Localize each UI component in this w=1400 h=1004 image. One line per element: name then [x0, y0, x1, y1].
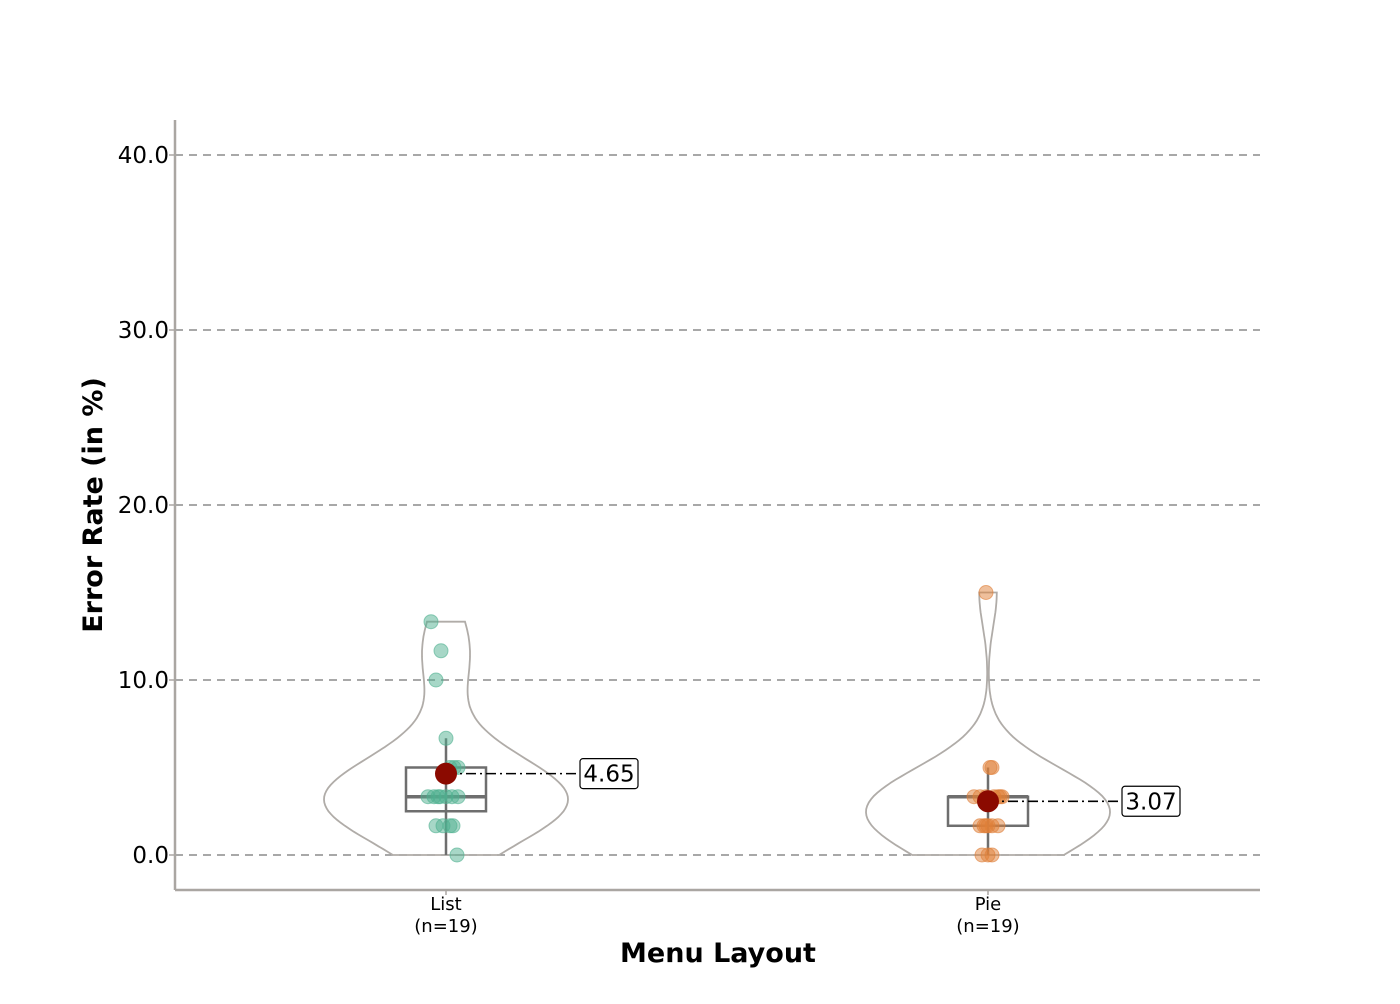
y-tick-label: 30.0 [118, 318, 169, 344]
group-pie: 3.07 [865, 585, 1181, 863]
grid-lines [175, 154, 1260, 856]
y-axis-title: Error Rate (in %) [78, 377, 109, 633]
data-point [445, 818, 461, 834]
y-tick-label: 0.0 [132, 843, 169, 869]
mean-label-text: 4.65 [583, 762, 634, 788]
x-axis-title: Menu Layout [620, 938, 816, 969]
group-list: 4.65 [323, 614, 639, 863]
data-point [980, 847, 996, 863]
mean-label-box [1121, 785, 1181, 817]
x-tick-label: Pie [975, 894, 1002, 915]
axes [173, 120, 1260, 892]
mean-label: 4.65 [579, 758, 639, 790]
violin-groups: 4.65 3.07 [323, 585, 1181, 863]
data-point [433, 643, 449, 659]
data-point [438, 730, 454, 746]
y-tick-labels: 0.0 10.0 20.0 30.0 40.0 [118, 143, 175, 869]
y-tick-label: 20.0 [118, 493, 169, 519]
x-tick-labels: List(n=19)Pie(n=19) [414, 890, 1020, 937]
x-tick-label: List [430, 894, 461, 915]
mean-label: 3.07 [1121, 785, 1181, 817]
data-point [428, 672, 444, 688]
mean-label-box [579, 758, 639, 790]
y-tick-label: 10.0 [118, 668, 169, 694]
data-point [423, 614, 439, 630]
x-tick-sublabel: (n=19) [956, 916, 1019, 937]
y-tick-label: 40.0 [118, 143, 169, 169]
data-point [430, 789, 446, 805]
data-point [449, 847, 465, 863]
data-point [978, 585, 994, 600]
x-tick-sublabel: (n=19) [414, 916, 477, 937]
mean-marker [977, 790, 999, 813]
data-point [450, 789, 466, 805]
data-point [978, 818, 994, 834]
mean-label-text: 3.07 [1125, 789, 1176, 815]
mean-marker [435, 762, 457, 785]
data-point [982, 760, 998, 775]
